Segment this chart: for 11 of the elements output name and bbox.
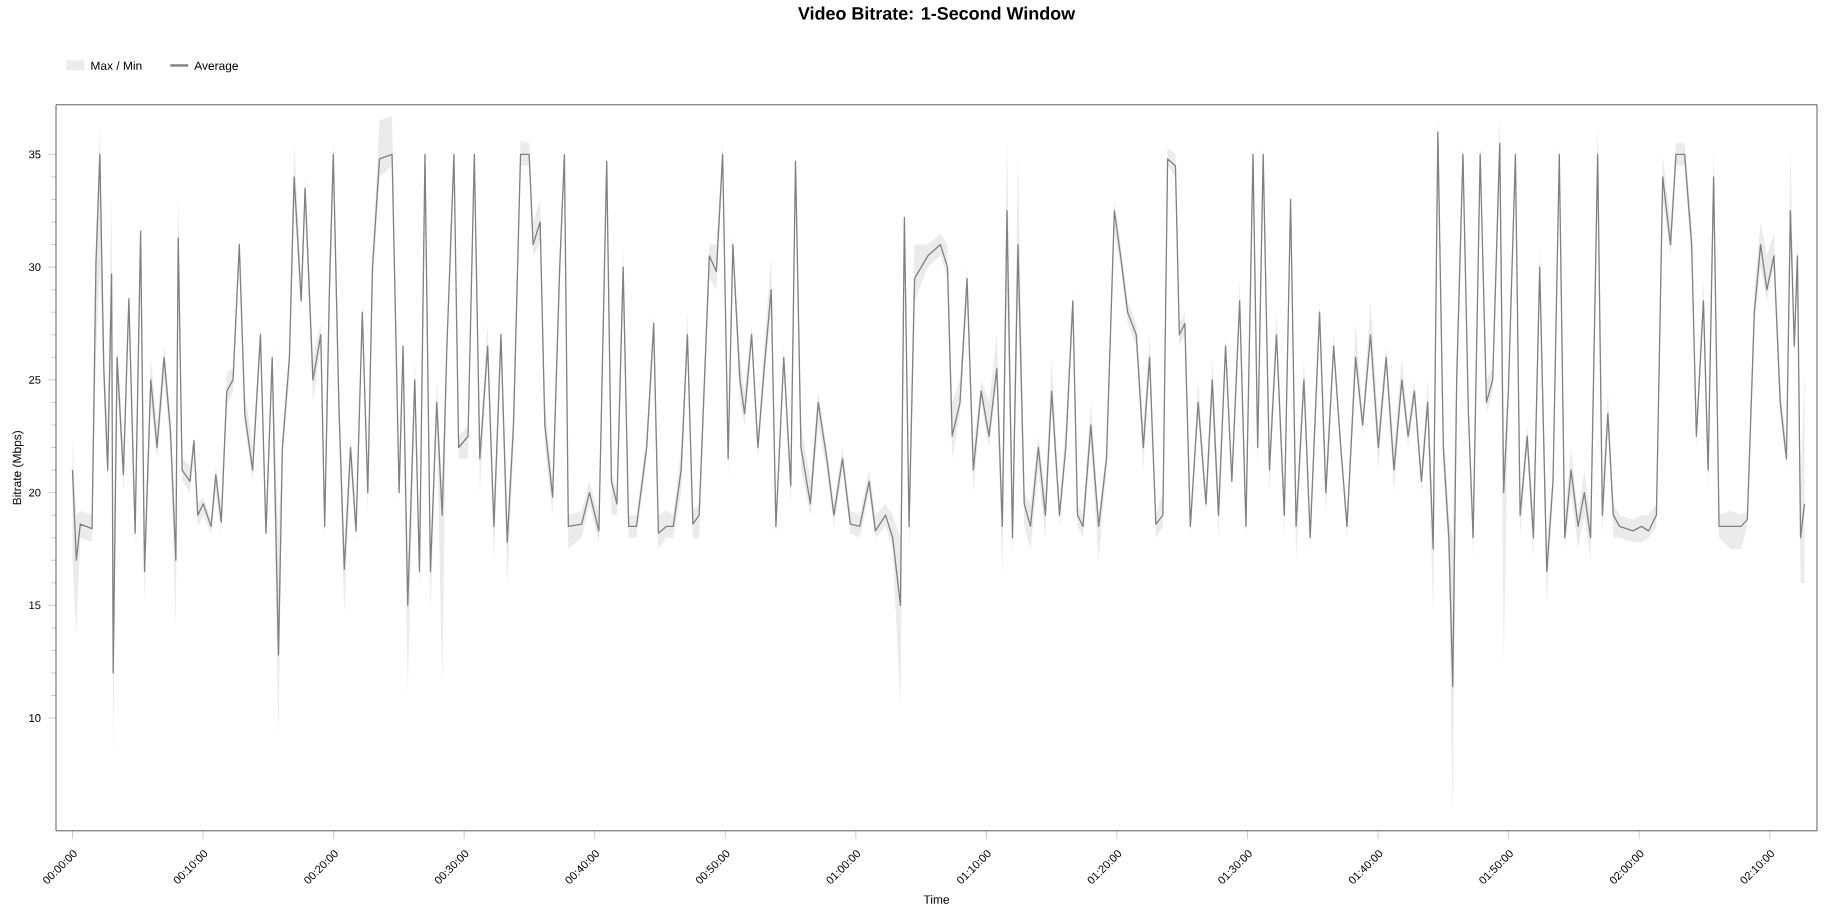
y-tick-label: 30 bbox=[28, 263, 41, 272]
x-axis-title: Time bbox=[923, 895, 950, 904]
y-tick-label: 35 bbox=[28, 150, 41, 159]
y-axis-title: Bitrate (Mbps) bbox=[12, 431, 24, 505]
y-tick-label: 25 bbox=[29, 376, 41, 384]
chart-title: Video Bitrate: 1-Second Window bbox=[798, 6, 1076, 20]
y-tick-label: 20 bbox=[29, 488, 41, 497]
legend-label: Average bbox=[194, 61, 238, 73]
y-tick-label: 10 bbox=[29, 714, 41, 723]
legend-title: Max / Min bbox=[91, 61, 142, 71]
y-tick-label: 15 bbox=[29, 601, 41, 610]
